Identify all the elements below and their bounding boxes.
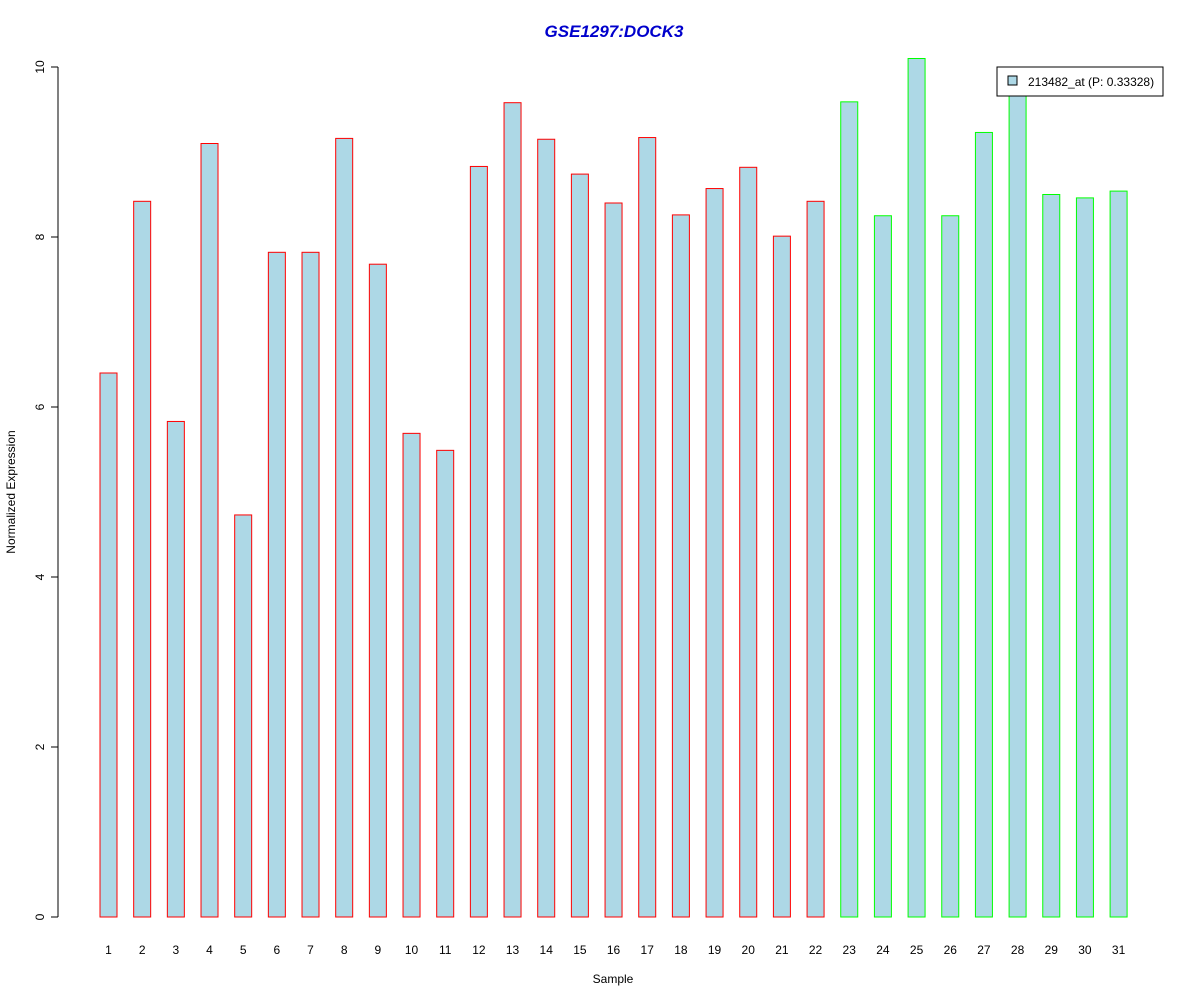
chart-title: GSE1297:DOCK3 xyxy=(545,22,684,41)
x-tick-label: 14 xyxy=(540,943,554,957)
x-tick-label: 28 xyxy=(1011,943,1025,957)
y-axis-title: Normalized Expression xyxy=(4,430,18,553)
x-tick-label: 10 xyxy=(405,943,419,957)
y-tick-label: 6 xyxy=(33,403,47,410)
bar xyxy=(1075,197,1094,918)
x-tick-label: 12 xyxy=(472,943,486,957)
x-tick-label: 18 xyxy=(674,943,688,957)
x-tick-label: 6 xyxy=(274,943,281,957)
y-tick-label: 4 xyxy=(33,573,47,580)
x-tick-label: 25 xyxy=(910,943,924,957)
bar xyxy=(200,143,219,918)
x-tick-label: 15 xyxy=(573,943,587,957)
x-tick-label: 23 xyxy=(843,943,857,957)
bar xyxy=(671,214,690,918)
y-axis: 0 2 4 6 8 10 xyxy=(33,60,59,920)
x-tick-label: 11 xyxy=(439,943,452,957)
bar xyxy=(570,173,589,918)
legend-box xyxy=(996,66,1164,97)
bar xyxy=(772,235,791,918)
x-tick-label: 29 xyxy=(1045,943,1059,957)
bar xyxy=(941,215,960,918)
bar xyxy=(99,372,118,918)
x-tick-label: 3 xyxy=(172,943,179,957)
bar xyxy=(301,251,320,918)
bar xyxy=(1008,95,1027,918)
x-axis-title: Sample xyxy=(593,972,634,986)
bar xyxy=(267,251,286,918)
bar xyxy=(469,165,488,918)
bar xyxy=(604,202,623,918)
bar xyxy=(705,188,724,918)
x-tick-label: 30 xyxy=(1078,943,1092,957)
bar xyxy=(402,432,421,918)
x-tick-label: 4 xyxy=(206,943,213,957)
x-tick-label: 17 xyxy=(641,943,655,957)
bar xyxy=(537,138,556,918)
x-tick-label: 16 xyxy=(607,943,621,957)
x-tick-label: 24 xyxy=(876,943,890,957)
bar xyxy=(907,58,926,918)
legend-swatch xyxy=(1007,75,1018,86)
x-tick-label: 27 xyxy=(977,943,991,957)
x-tick-label: 8 xyxy=(341,943,348,957)
bar xyxy=(436,449,455,918)
y-tick-label: 10 xyxy=(33,60,47,74)
x-tick-label: 2 xyxy=(139,943,146,957)
bar xyxy=(806,200,825,918)
x-tick-label: 31 xyxy=(1112,943,1126,957)
bar xyxy=(166,420,185,918)
bar xyxy=(1042,194,1061,918)
x-tick-label: 22 xyxy=(809,943,823,957)
bar xyxy=(1109,190,1128,918)
bar xyxy=(974,131,993,918)
x-tick-labels: 1 2 3 4 5 6 7 8 9 10 11 12 13 14 15 16 17 18 19 20 21 22 23 24 2… xyxy=(105,943,1125,957)
y-tick-label: 8 xyxy=(33,233,47,240)
x-tick-label: 26 xyxy=(944,943,958,957)
x-tick-label: 21 xyxy=(775,943,789,957)
x-tick-label: 13 xyxy=(506,943,520,957)
legend: 213482_at (P: 0.33328) xyxy=(996,66,1164,97)
x-tick-label: 5 xyxy=(240,943,247,957)
y-tick-label: 0 xyxy=(33,913,47,920)
bar xyxy=(503,102,522,918)
bar xyxy=(739,166,758,918)
bar xyxy=(638,137,657,918)
x-tick-label: 20 xyxy=(742,943,756,957)
x-tick-label: 7 xyxy=(307,943,314,957)
bars xyxy=(99,58,1128,918)
bar xyxy=(873,215,892,918)
bar xyxy=(133,200,152,918)
bar xyxy=(368,263,387,918)
x-tick-label: 19 xyxy=(708,943,722,957)
x-tick-label: 9 xyxy=(375,943,382,957)
bar xyxy=(234,514,253,918)
legend-label: 213482_at (P: 0.33328) xyxy=(1028,75,1154,89)
bar xyxy=(840,101,859,918)
x-tick-label: 1 xyxy=(105,943,112,957)
y-tick-label: 2 xyxy=(33,743,47,750)
bar xyxy=(335,137,354,918)
